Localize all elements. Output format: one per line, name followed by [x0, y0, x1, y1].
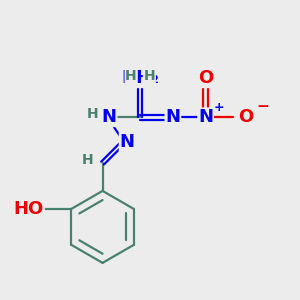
Text: N: N: [198, 108, 213, 126]
Text: NH₂: NH₂: [121, 69, 159, 87]
Text: N: N: [102, 108, 117, 126]
Text: H: H: [87, 107, 99, 121]
Text: N: N: [120, 133, 135, 151]
Text: −: −: [256, 99, 269, 114]
Text: +: +: [214, 101, 224, 114]
Text: H: H: [125, 69, 137, 83]
Text: N: N: [165, 108, 180, 126]
Text: H: H: [82, 153, 94, 167]
Text: O: O: [198, 69, 213, 87]
Text: O: O: [238, 108, 254, 126]
Text: H: H: [143, 69, 155, 83]
Text: HO: HO: [14, 200, 44, 218]
